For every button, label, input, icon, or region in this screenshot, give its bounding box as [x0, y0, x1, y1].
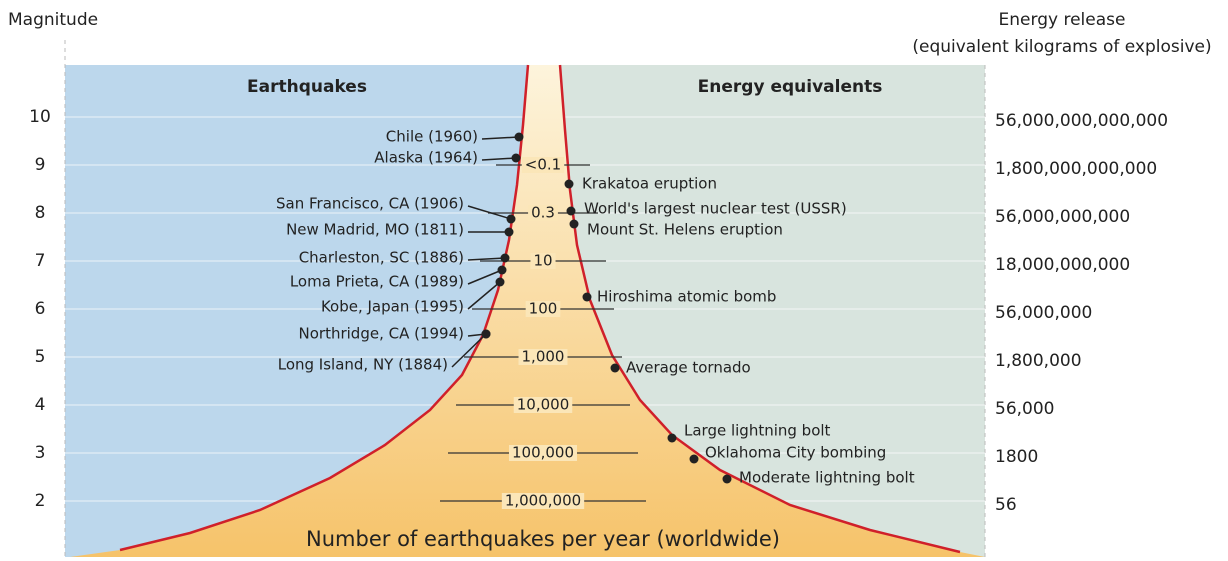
magnitude-label: 4: [35, 395, 46, 415]
energy-label: 1,800,000: [995, 351, 1082, 371]
event-dot: [497, 265, 507, 275]
equivalent-label: Mount St. Helens eruption: [587, 221, 783, 239]
leader: [481, 136, 520, 140]
energy-label: 56,000: [995, 399, 1054, 419]
bottom-title: Number of earthquakes per year (worldwid…: [306, 527, 780, 551]
leader: [451, 333, 487, 368]
energy-label: 56,000,000,000: [995, 207, 1130, 227]
frequency-label: 100: [529, 300, 558, 318]
energy-label: 1,800,000,000,000: [995, 159, 1157, 179]
event-dot: [610, 363, 620, 373]
event-dot: [582, 292, 592, 302]
magnitude-label: 5: [35, 347, 46, 367]
label-bg: [521, 157, 565, 173]
earthquake-label: New Madrid, MO (1811): [286, 221, 464, 239]
energy-label: 56: [995, 495, 1017, 515]
magnitude-label: 2: [35, 491, 46, 511]
label-bg: [528, 205, 558, 221]
equivalent-label: Hiroshima atomic bomb: [597, 288, 776, 306]
label-bg: [501, 493, 585, 509]
panel-title: Energy equivalents: [698, 77, 883, 97]
frequency-label: 100,000: [512, 444, 574, 462]
earthquake-label: Northridge, CA (1994): [299, 325, 464, 343]
event-dot: [514, 132, 524, 142]
event-dot: [504, 227, 514, 237]
frequency-label: 1,000,000: [505, 492, 581, 510]
equivalent-label: Large lightning bolt: [684, 422, 831, 440]
leader: [467, 205, 512, 220]
axis-subtitle: (equivalent kilograms of explosive): [912, 37, 1211, 57]
magnitude-label: 3: [35, 443, 46, 463]
event-dot: [689, 454, 699, 464]
label-bg: [530, 253, 556, 269]
energy-label: 18,000,000,000: [995, 255, 1130, 275]
equivalent-label: Krakatoa eruption: [582, 175, 717, 193]
event-dot: [481, 329, 491, 339]
equivalent-label: World's largest nuclear test (USSR): [584, 200, 847, 218]
label-bg: [508, 445, 578, 461]
frequency-label: 0.3: [531, 204, 555, 222]
magnitude-label: 10: [29, 107, 51, 127]
equivalent-label: Average tornado: [626, 359, 751, 377]
frequency-label: <0.1: [525, 156, 561, 174]
event-dot: [511, 153, 521, 163]
panel-title: Earthquakes: [247, 77, 367, 97]
leader: [467, 281, 501, 310]
earthquake-label: Charleston, SC (1886): [299, 249, 464, 267]
earthquake-label: Long Island, NY (1884): [278, 356, 448, 374]
frequency-label: 10,000: [517, 396, 570, 414]
magnitude-label: 7: [35, 251, 46, 271]
magnitude-label: 6: [35, 299, 46, 319]
equivalent-label: Oklahoma City bombing: [705, 444, 886, 462]
energy-label: 56,000,000: [995, 303, 1092, 323]
frequency-label: 1,000: [522, 348, 565, 366]
earthquake-label: Chile (1960): [386, 128, 478, 146]
earthquake-label: Alaska (1964): [374, 149, 478, 167]
magnitude-label: 9: [35, 155, 46, 175]
label-bg: [525, 301, 561, 317]
leader: [467, 257, 506, 261]
event-dot: [722, 474, 732, 484]
equivalent-label: Moderate lightning bolt: [739, 469, 915, 487]
funnel-edge: [119, 64, 530, 552]
energy-label: 56,000,000,000,000: [995, 111, 1168, 131]
event-dot: [667, 433, 677, 443]
earthquake-label: Loma Prieta, CA (1989): [290, 273, 464, 291]
event-dot: [506, 214, 516, 224]
event-dot: [500, 253, 510, 263]
axis-title: Magnitude: [8, 10, 98, 30]
event-dot: [564, 179, 574, 189]
earthquake-label: Kobe, Japan (1995): [321, 298, 464, 316]
event-dot: [569, 219, 579, 229]
label-bg: [518, 349, 568, 365]
event-dot: [566, 206, 576, 216]
magnitude-label: 8: [35, 203, 46, 223]
axis-title: Energy release: [999, 10, 1126, 30]
frequency-label: 10: [533, 252, 552, 270]
energy-label: 1800: [995, 447, 1038, 467]
label-bg: [513, 397, 573, 413]
event-dot: [495, 277, 505, 287]
earthquake-label: San Francisco, CA (1906): [276, 195, 464, 213]
leader: [481, 157, 517, 161]
leader: [467, 269, 503, 285]
